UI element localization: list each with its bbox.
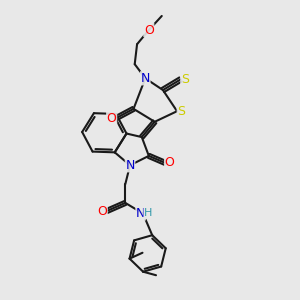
Text: N: N (141, 72, 150, 85)
Text: N: N (125, 159, 135, 172)
Text: S: S (177, 105, 185, 118)
Text: O: O (97, 205, 107, 218)
Text: O: O (165, 156, 175, 170)
Text: N: N (136, 207, 145, 220)
Text: O: O (107, 112, 117, 125)
Text: S: S (181, 73, 189, 86)
Text: H: H (144, 208, 152, 218)
Text: O: O (144, 24, 154, 37)
